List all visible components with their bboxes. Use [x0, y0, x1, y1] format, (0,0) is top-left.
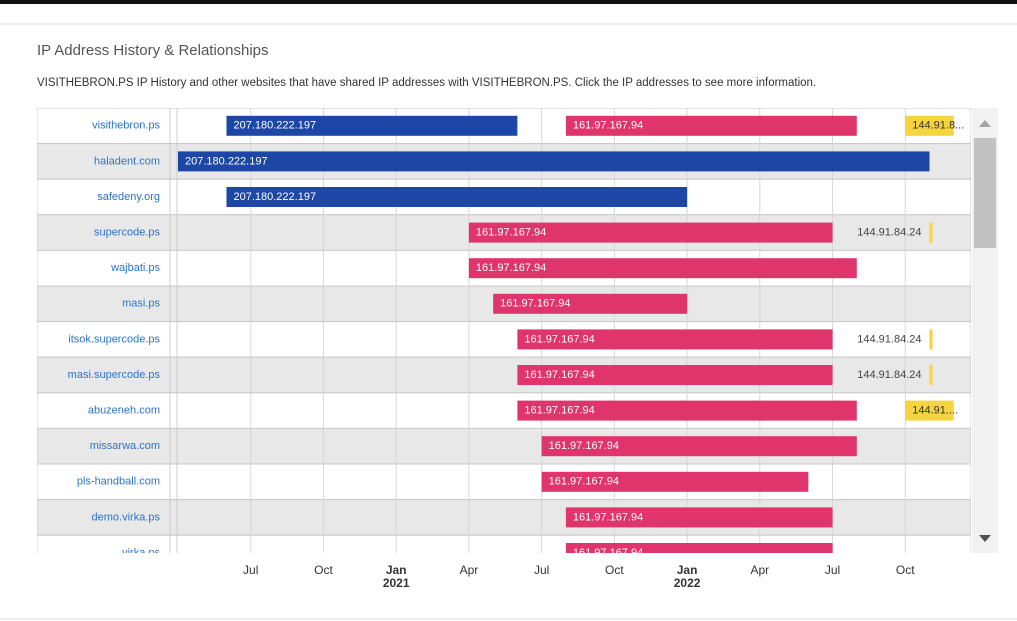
chart-title: IP Address History & Relationships — [37, 42, 269, 59]
scroll-up[interactable] — [979, 120, 991, 127]
domain-link[interactable]: haladent.com — [94, 155, 160, 167]
ip-bar[interactable] — [517, 400, 857, 421]
ip-bar[interactable] — [226, 115, 518, 136]
scroll-down[interactable] — [979, 535, 991, 542]
ip-label[interactable]: 144.91.84.24 — [857, 369, 921, 381]
scrollbar-thumb[interactable] — [974, 138, 996, 248]
timeline-rows: visithebron.ps 207.180.222.197 161.97.167.… — [37, 108, 971, 563]
x-tick-label: Oct — [314, 563, 333, 577]
x-tick-label: Apr — [460, 563, 479, 577]
ip-bar[interactable] — [226, 187, 688, 207]
ip-bar[interactable] — [905, 115, 954, 136]
domain-link[interactable]: missarwa.com — [90, 440, 160, 452]
ip-bar[interactable] — [468, 222, 833, 243]
x-tick-label: Oct — [896, 563, 915, 577]
domain-link[interactable]: visithebron.ps — [92, 120, 160, 132]
x-tick-label: Jan — [677, 563, 698, 577]
ip-bar[interactable] — [929, 365, 933, 385]
ip-label[interactable]: 161.97.167.94 — [573, 120, 643, 132]
x-tick-label: Jul — [825, 563, 840, 577]
ip-bar[interactable] — [178, 151, 930, 172]
x-tick-label: Jul — [243, 563, 258, 577]
domain-link[interactable]: masi.supercode.ps — [68, 369, 161, 381]
ip-bar[interactable] — [565, 507, 833, 528]
ip-label[interactable]: 161.97.167.94 — [524, 369, 594, 381]
x-tick-label: Jan — [386, 563, 407, 577]
domain-link[interactable]: demo.virka.ps — [92, 511, 161, 523]
x-tick-year: 2022 — [674, 576, 701, 590]
ip-label[interactable]: 161.97.167.94 — [524, 333, 594, 345]
domain-link[interactable]: masi.ps — [122, 298, 160, 310]
ip-bar[interactable] — [541, 436, 857, 457]
ip-bar[interactable] — [929, 222, 933, 243]
ip-bar[interactable] — [493, 293, 688, 314]
ip-label[interactable]: 161.97.167.94 — [549, 440, 619, 452]
ip-bar[interactable] — [517, 329, 833, 350]
domain-link[interactable]: abuzeneh.com — [88, 405, 160, 417]
ip-label[interactable]: 161.97.167.94 — [476, 227, 546, 239]
ip-label[interactable]: 207.180.222.197 — [185, 155, 268, 167]
x-tick-label: Jul — [534, 563, 549, 577]
domain-link[interactable]: wajbati.ps — [110, 262, 160, 274]
ip-label[interactable]: 144.91.84.24 — [857, 333, 921, 345]
ip-bar[interactable] — [565, 543, 833, 563]
x-tick-label: Oct — [605, 563, 624, 577]
ip-label[interactable]: 161.97.167.94 — [549, 476, 619, 488]
ip-bar[interactable] — [517, 365, 833, 385]
ip-bar[interactable] — [565, 115, 857, 136]
ip-bar[interactable] — [905, 400, 954, 421]
x-tick-label: Apr — [750, 563, 769, 577]
ip-label[interactable]: 207.180.222.197 — [233, 120, 316, 132]
ip-label[interactable]: 161.97.167.94 — [524, 405, 594, 417]
domain-link[interactable]: safedeny.org — [97, 191, 160, 203]
domain-link[interactable]: supercode.ps — [94, 227, 161, 239]
domain-link[interactable]: itsok.supercode.ps — [68, 333, 160, 345]
ip-label[interactable]: 161.97.167.94 — [573, 547, 643, 559]
chart-subtitle: VISITHEBRON.PS IP History and other webs… — [37, 77, 816, 89]
ip-label[interactable]: 144.91.... — [912, 405, 958, 417]
x-tick-year: 2021 — [383, 576, 410, 590]
ip-label[interactable]: 144.91.8... — [912, 120, 964, 132]
ip-bar[interactable] — [929, 329, 933, 350]
ip-bar[interactable] — [541, 471, 809, 492]
domain-link[interactable]: pls-handball.com — [77, 476, 160, 488]
ip-bar[interactable] — [468, 258, 857, 279]
ip-label[interactable]: 161.97.167.94 — [573, 511, 643, 523]
ip-label[interactable]: 161.97.167.94 — [500, 298, 570, 310]
domain-link[interactable]: virka.ps — [122, 547, 160, 559]
ip-label[interactable]: 207.180.222.197 — [233, 191, 316, 203]
ip-label[interactable]: 161.97.167.94 — [476, 262, 546, 274]
top-bar — [0, 0, 1017, 4]
ip-label[interactable]: 144.91.84.24 — [857, 227, 921, 239]
row-background — [37, 463, 971, 501]
